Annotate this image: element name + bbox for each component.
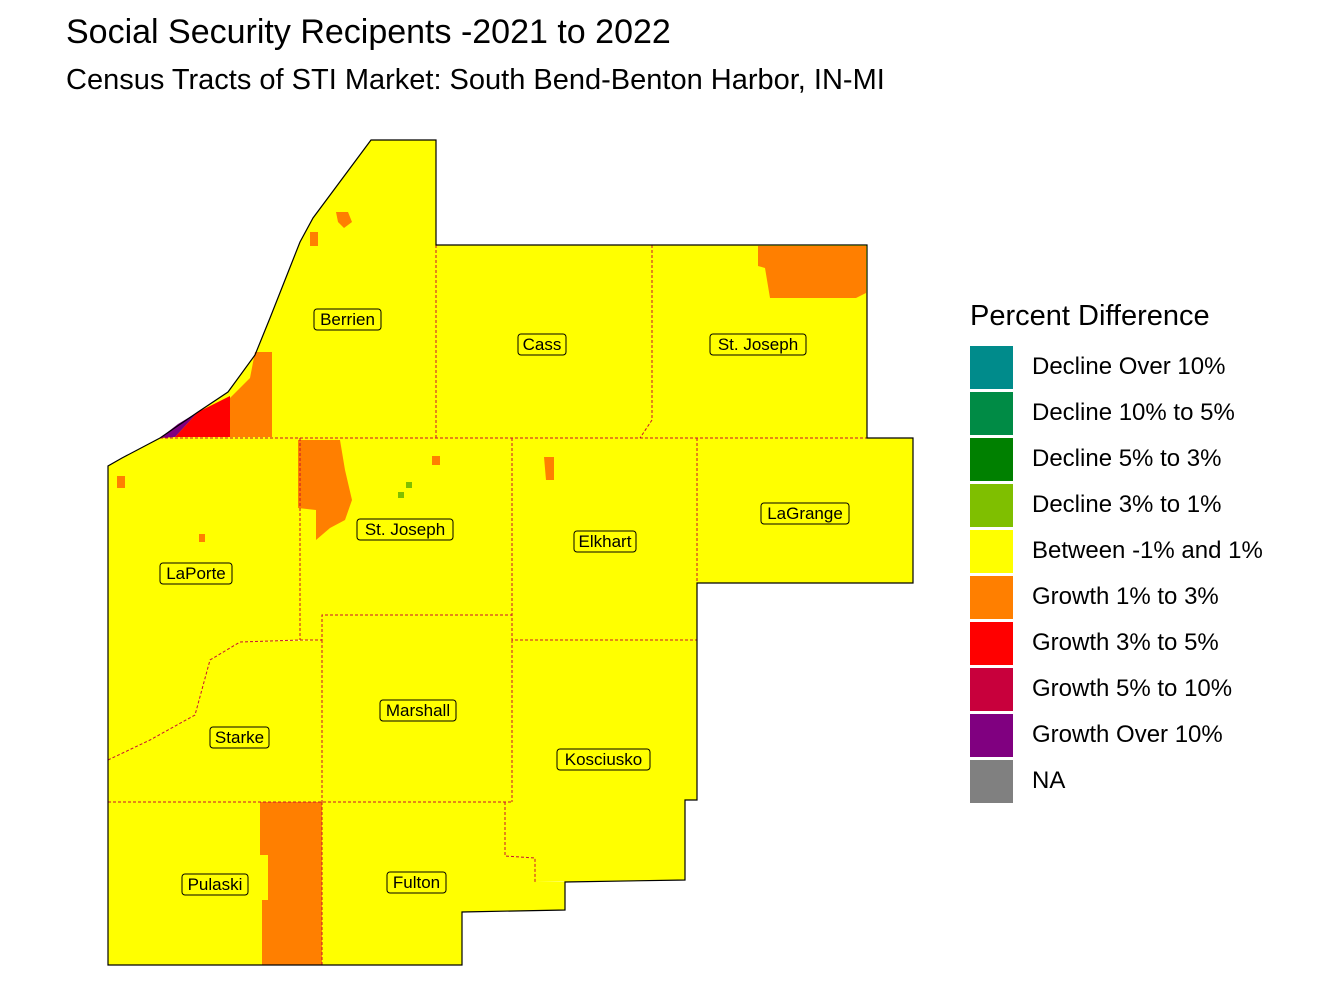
county-label-marshall: Marshall (379, 699, 457, 722)
tract-orange-st-joseph-mi-ne (758, 246, 866, 298)
tract-green-st-joseph-in-2 (406, 482, 412, 488)
county-boundaries (107, 245, 913, 965)
svg-text:LaGrange: LaGrange (767, 504, 843, 523)
county-label-laporte: LaPorte (159, 562, 233, 585)
boundary-row2 (300, 614, 697, 641)
legend-item: Growth 1% to 3% (970, 576, 1219, 622)
legend-item: NA (970, 760, 1210, 806)
svg-text:Cass: Cass (523, 335, 562, 354)
legend-label: Growth Over 10% (1032, 721, 1223, 748)
county-label-elkhart: Elkhart (573, 530, 637, 553)
legend-swatch (970, 668, 1013, 711)
legend-item: Growth 5% to 10% (970, 668, 1232, 714)
legend: Percent Difference Decline Over 10% Decli… (970, 298, 1263, 806)
svg-text:Berrien: Berrien (320, 310, 375, 329)
tract-orange-berrien-coast (230, 352, 272, 437)
legend-label: Decline 5% to 3% (1032, 445, 1222, 472)
tract-orange-laporte-ne (117, 476, 125, 488)
boundary-cass-stjoseph-mi (639, 245, 653, 439)
svg-text:Starke: Starke (215, 728, 264, 747)
region-starke (108, 640, 322, 802)
map-title: Social Security Recipents -2021 to 2022 (66, 13, 671, 51)
legend-swatch (970, 622, 1013, 665)
legend-item: Decline 3% to 1% (970, 484, 1221, 530)
legend-label: Decline 10% to 5% (1032, 399, 1235, 426)
legend-title: Percent Difference (970, 300, 1210, 332)
tract-green-st-joseph-in (398, 492, 404, 498)
tract-orange-laporte-c (199, 534, 205, 542)
legend-label: Growth 3% to 5% (1032, 629, 1219, 656)
legend-swatch (970, 714, 1013, 757)
legend-label: Decline 3% to 1% (1032, 491, 1222, 518)
tract-orange-st-joseph-in-w (298, 440, 352, 540)
svg-text:Kosciusko: Kosciusko (565, 750, 642, 769)
county-label-fulton: Fulton (386, 871, 447, 894)
county-label-st-joseph-mi: St. Joseph (709, 333, 807, 356)
svg-text:Elkhart: Elkhart (579, 532, 632, 551)
tract-red-berrien (175, 396, 230, 437)
legend-label: NA (1032, 767, 1066, 794)
legend-item: Decline 10% to 5% (970, 392, 1235, 438)
county-label-pulaski: Pulaski (181, 873, 249, 896)
boundary-laporte-starke (107, 639, 301, 761)
tract-orange-berrien-n2 (310, 232, 318, 246)
map-subtitle: Census Tracts of STI Market: South Bend-… (66, 64, 885, 96)
legend-item: Growth Over 10% (970, 714, 1223, 760)
legend-label: Decline Over 10% (1032, 353, 1226, 380)
legend-swatch (970, 576, 1013, 619)
legend-swatch (970, 392, 1013, 435)
county-label-lagrange: LaGrange (760, 502, 850, 525)
tract-orange-st-joseph-in-n (432, 456, 440, 465)
legend-item: Between -1% and 1% (970, 530, 1263, 576)
choropleth-map: Berrien Cass St. Joseph LaGrange LaPorte… (107, 139, 914, 966)
legend-swatch (970, 484, 1013, 527)
tract-orange-berrien-n1 (336, 212, 352, 228)
legend-items: Decline Over 10% Decline 10% to 5% Decline… (970, 346, 1263, 806)
svg-text:Marshall: Marshall (386, 701, 450, 720)
county-label-berrien: Berrien (313, 308, 382, 331)
legend-label: Growth 1% to 3% (1032, 583, 1219, 610)
svg-text:LaPorte: LaPorte (166, 564, 226, 583)
svg-text:Pulaski: Pulaski (188, 875, 243, 894)
county-label-kosciusko: Kosciusko (556, 748, 651, 771)
region-berrien (160, 140, 436, 438)
svg-text:Fulton: Fulton (393, 873, 440, 892)
region-laporte (108, 438, 300, 760)
county-label-starke: Starke (209, 726, 270, 749)
tract-orange-elkhart-n (544, 457, 554, 480)
county-labels: Berrien Cass St. Joseph LaGrange LaPorte… (159, 308, 850, 896)
legend-label: Growth 5% to 10% (1032, 675, 1233, 702)
market-outline (107, 139, 914, 966)
legend-swatch (970, 530, 1013, 573)
county-label-st-joseph-in: St. Joseph (356, 518, 454, 541)
county-label-cass: Cass (517, 333, 567, 356)
legend-swatch (970, 438, 1013, 481)
tract-orange-pulaski-e (260, 802, 322, 965)
legend-label: Between -1% and 1% (1032, 537, 1263, 564)
legend-item: Decline Over 10% (970, 346, 1225, 392)
legend-item: Growth 3% to 5% (970, 622, 1219, 668)
legend-item: Decline 5% to 3% (970, 438, 1221, 484)
legend-swatch (970, 760, 1013, 803)
boundary-fulton-kosciusko (504, 802, 536, 882)
svg-text:St. Joseph: St. Joseph (365, 520, 445, 539)
svg-text:St. Joseph: St. Joseph (718, 335, 798, 354)
legend-swatch (970, 346, 1013, 389)
